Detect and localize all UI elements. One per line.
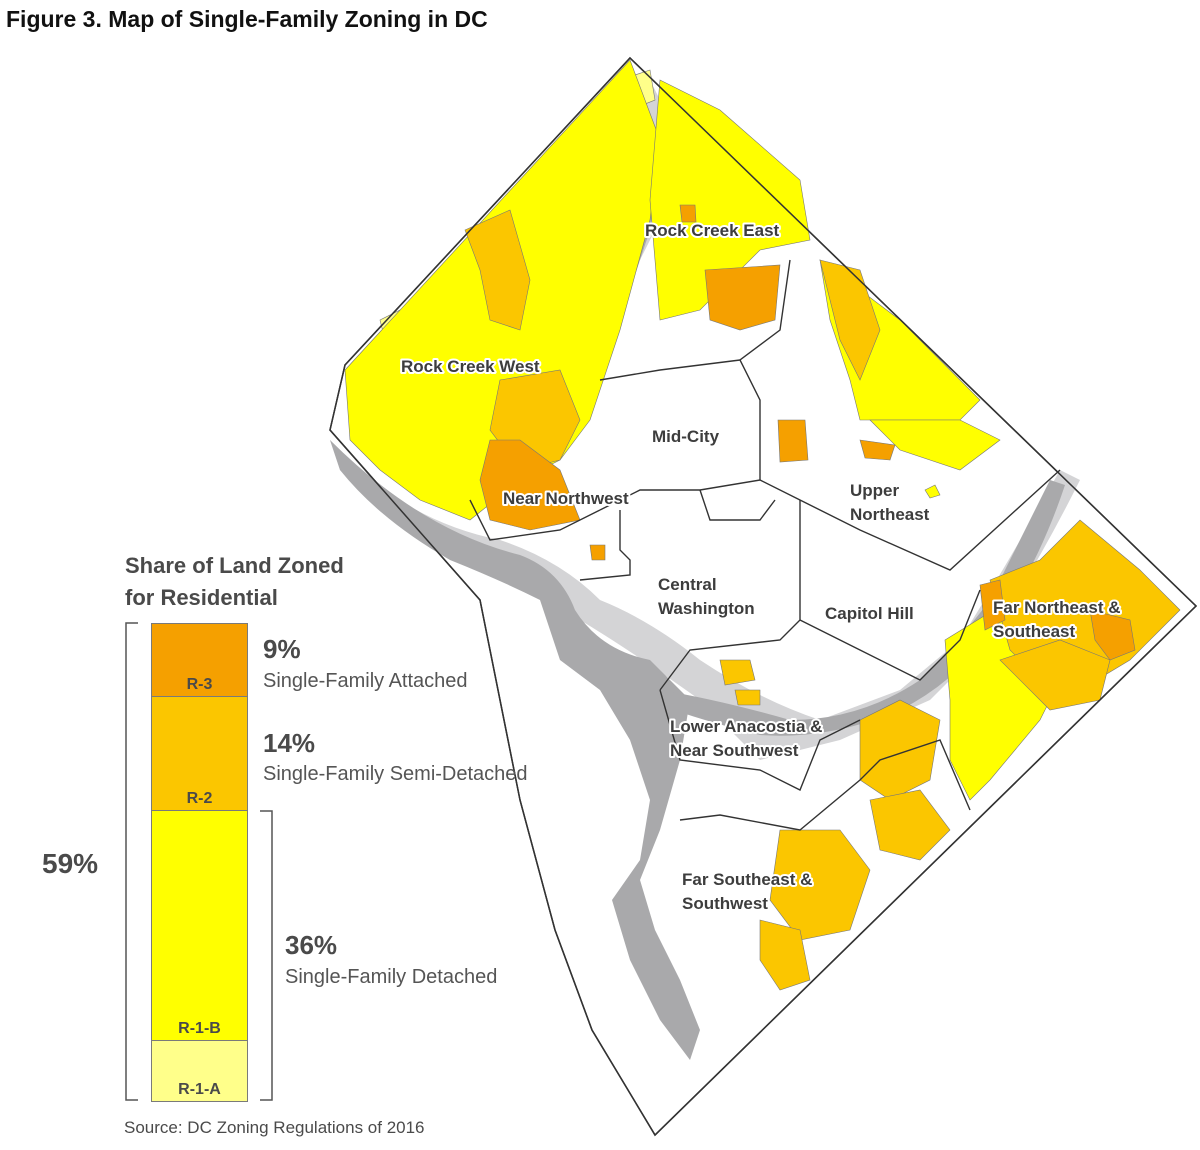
legend-title: Share of Land Zoned for Residential	[125, 550, 344, 614]
legend-bar-r1a: R-1-A	[151, 1040, 248, 1102]
potomac-light	[330, 440, 1080, 760]
legend-title-line-1: Share of Land Zoned	[125, 553, 344, 578]
legend-title-line-2: for Residential	[125, 585, 278, 610]
bracket-detached	[260, 810, 273, 1101]
legend-pct-r3: 9%	[263, 634, 301, 664]
region-label-central-washington: Central Washington	[658, 575, 755, 618]
zone-r3	[479, 204, 1136, 661]
dc-boundary	[329, 56, 1198, 1137]
source-note: Source: DC Zoning Regulations of 2016	[124, 1118, 425, 1137]
legend-pct-r1b: 36%	[285, 930, 338, 960]
legend-desc-r2: Single-Family Semi-Detached	[263, 763, 528, 785]
region-label-capitol-hill: Capitol Hill	[825, 604, 914, 623]
legend-code-r2: R-2	[186, 790, 213, 807]
region-label-rock-creek-west: Rock Creek West	[401, 357, 540, 376]
region-label-far-northeast-southeast: Far Northeast & Southeast	[993, 598, 1125, 641]
legend-bar-r3: R-3	[151, 623, 248, 697]
anacostia-river	[660, 480, 1065, 736]
region-label-rock-creek-east: Rock Creek East	[645, 221, 780, 240]
legend-desc-r3: Single-Family Attached	[263, 670, 468, 692]
region-label-far-southeast-southwest: Far Southeast & Southwest	[682, 870, 817, 913]
legend-total-pct: 59%	[42, 848, 99, 879]
region-label-lower-anacostia: Lower Anacostia & Near Southwest	[670, 717, 827, 760]
legend-brackets	[125, 622, 273, 1101]
potomac-river	[330, 440, 700, 1060]
region-label-mid-city: Mid-City	[652, 427, 720, 446]
legend-code-r1b: R-1-B	[178, 1020, 221, 1037]
ward-boundaries	[469, 259, 1061, 831]
legend-desc-r1b: Single-Family Detached	[285, 966, 498, 988]
legend-bar-r1b: R-1-B	[151, 810, 248, 1041]
figure-title: Figure 3. Map of Single-Family Zoning in…	[6, 6, 488, 32]
legend-pct-r2: 14%	[263, 728, 316, 758]
region-label-upper-northeast: Upper Northeast	[850, 481, 930, 524]
legend-code-r3: R-3	[186, 676, 213, 693]
legend-code-r1a: R-1-A	[178, 1081, 221, 1098]
region-label-near-northwest: Near Northwest	[503, 489, 629, 508]
legend-bar-r2: R-2	[151, 696, 248, 811]
bracket-total	[125, 622, 138, 1101]
